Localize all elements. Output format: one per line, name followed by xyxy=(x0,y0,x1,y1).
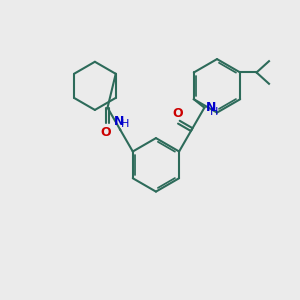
Text: O: O xyxy=(172,107,183,120)
Text: N: N xyxy=(206,101,216,114)
Text: H: H xyxy=(121,119,130,129)
Text: H: H xyxy=(210,106,218,117)
Text: N: N xyxy=(113,115,124,128)
Text: O: O xyxy=(101,126,111,139)
